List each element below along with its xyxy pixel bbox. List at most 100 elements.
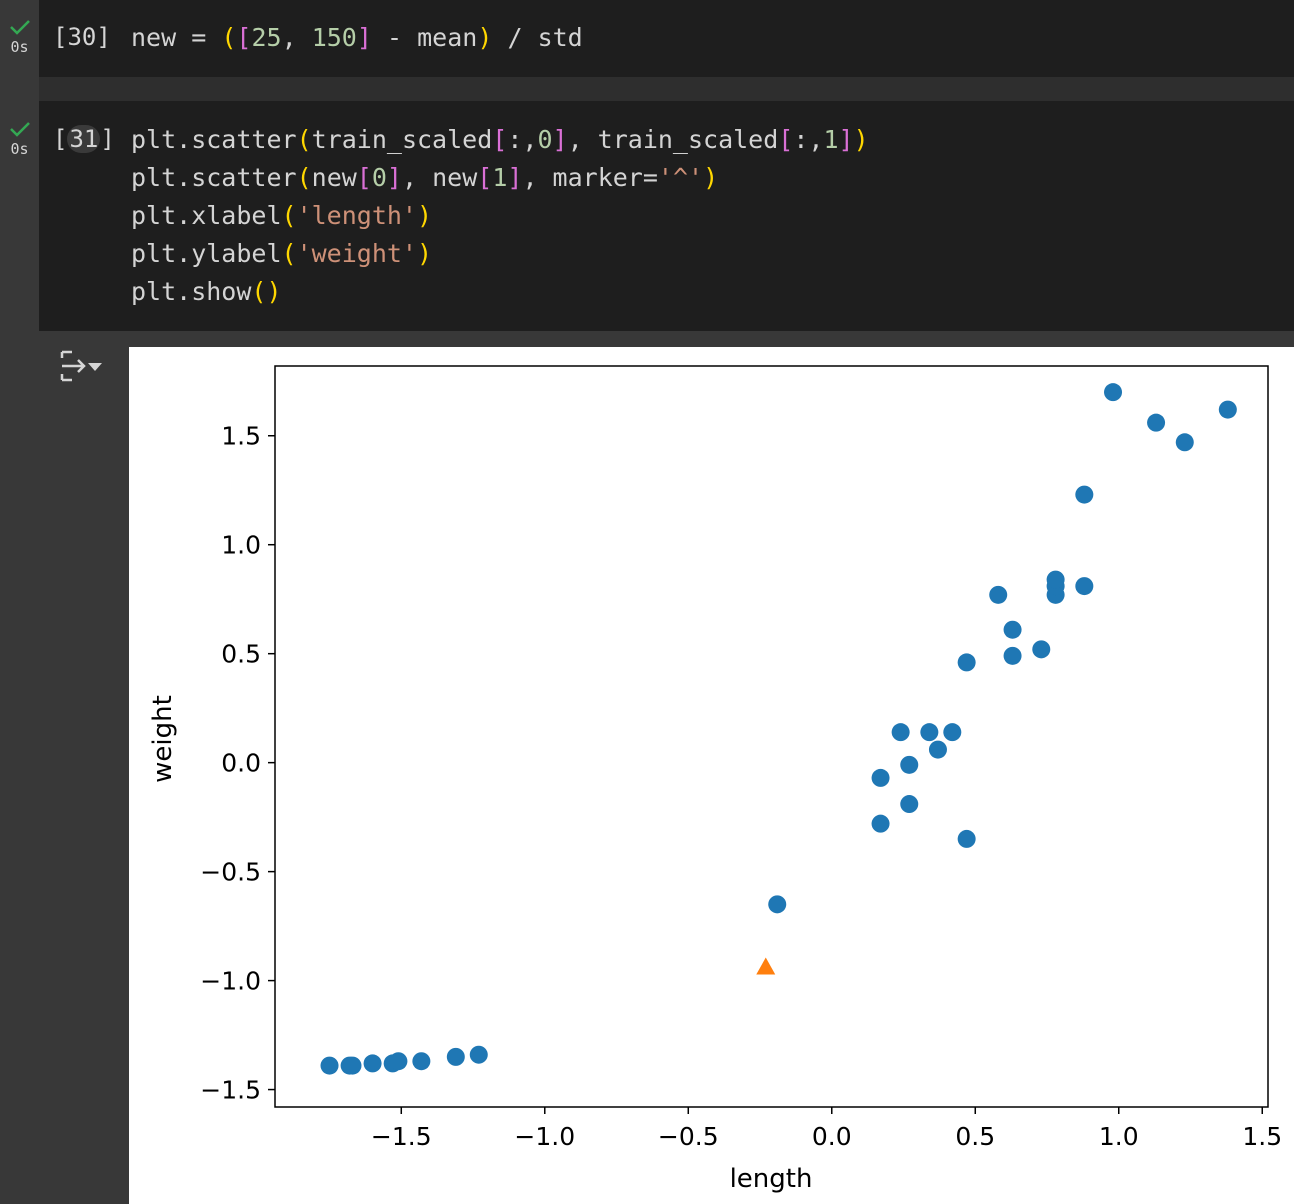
code-token: 'weight' [296,239,417,268]
cell-31-status: 0s [0,120,39,158]
cell-prompt[interactable]: [31] [53,121,115,157]
code-token: 0 [537,125,553,154]
x-tick-label: 0.5 [955,1122,995,1151]
code-line: plt.scatter(new[0], new[1], marker='^') [131,159,869,197]
y-tick-label: 1.5 [221,422,261,451]
cell-separator [39,77,1294,101]
scatter-point [1003,620,1022,639]
code-token: mean [417,23,478,52]
scatter-point [363,1054,382,1073]
exec-time: 0s [10,38,29,56]
code-token: train_scaled [311,125,493,154]
plot-frame [274,365,1269,1108]
collapse-output-icon[interactable] [58,346,104,386]
cell-gutter [0,0,39,1204]
scatter-point [989,585,1008,604]
code-token: plt.scatter [131,163,297,192]
scatter-point [1075,577,1094,596]
code-token: ) [853,125,869,154]
scatter-point [768,895,787,914]
x-tick-label: 0.0 [812,1122,852,1151]
code-token: = [191,23,207,52]
scatter-point [1046,570,1065,589]
scatter-point [891,723,910,742]
scatter-point [1175,433,1194,452]
scatter-point [446,1047,465,1066]
code-cell-31[interactable]: [31] plt.scatter(train_scaled[:,0], trai… [39,101,1294,331]
prompt-open: [ [53,125,68,153]
scatter-point [389,1052,408,1071]
scatter-point [1032,640,1051,659]
code-token: ] [386,163,402,192]
scatter-point [1003,646,1022,665]
y-axis: −1.5 −1.0 −0.5 0.0 0.5 1.0 1.5 [200,422,275,1105]
code-token: new [311,163,357,192]
code-editor[interactable]: plt.scatter(train_scaled[:,0], train_sca… [131,121,869,311]
y-tick-label: −0.5 [200,858,261,887]
y-tick-label: −1.5 [200,1076,261,1105]
scatter-point [943,723,962,742]
code-token: ) [477,23,493,52]
code-cell-30[interactable]: [30] new = ([25, 150] - mean) / std [39,0,1294,77]
code-token: '^' [657,163,704,192]
code-token: plt.scatter [131,125,297,154]
scatter-point [900,795,919,814]
scatter-point [1147,413,1166,432]
code-token: , new [401,163,478,192]
y-axis-label: weight [148,695,178,783]
success-check-icon [9,20,30,35]
code-text: plt.show() [131,277,282,306]
x-tick-label: 1.0 [1099,1122,1139,1151]
code-token: ( [296,125,312,154]
code-token: 25 [251,23,282,52]
code-line: plt.xlabel('length') [131,197,869,235]
scatter-point [871,768,890,787]
scatter-point [900,755,919,774]
y-tick-label: 0.5 [221,640,261,669]
code-token: [ [356,163,372,192]
y-tick-label: 0.0 [221,749,261,778]
code-token: / [507,23,523,52]
exec-time: 0s [10,140,29,158]
y-tick-label: 1.0 [221,531,261,560]
scatter-point [412,1052,431,1071]
code-token: [ [477,163,493,192]
code-token: 1 [492,163,508,192]
code-token: , [281,23,297,52]
code-token: ( [296,163,312,192]
scatter-point [957,653,976,672]
run-cell-button[interactable]: 31 [67,125,101,153]
y-tick-label: −1.0 [200,967,261,996]
code-token: ] [507,163,523,192]
code-token: ) [266,277,282,306]
scatter-point [1075,485,1094,504]
code-text: plt.scatter(new[0], new[1], marker='^') [131,163,718,192]
scatter-point [320,1056,339,1075]
code-token: ( [281,201,297,230]
prompt-close: ] [100,125,115,153]
code-token: plt.show [131,277,252,306]
code-token: std [537,23,583,52]
scatter-point [957,829,976,848]
code-token: 1 [823,125,839,154]
code-token: ( [221,23,237,52]
code-token: plt.ylabel [131,239,282,268]
code-editor[interactable]: new = ([25, 150] - mean) / std [131,19,583,57]
code-text: plt.xlabel('length') [131,201,432,230]
code-token: ) [417,239,433,268]
scatter-point [343,1056,362,1075]
code-text: plt.ylabel('weight') [131,239,432,268]
scatter-point [469,1045,488,1064]
code-line: plt.scatter(train_scaled[:,0], train_sca… [131,121,869,159]
code-token: ) [703,163,719,192]
code-token: ] [838,125,854,154]
code-token: ] [356,23,372,52]
scatter-point [871,814,890,833]
code-line: plt.show() [131,273,869,311]
code-token: - [386,23,403,52]
code-token: [ [778,125,794,154]
x-tick-label: −1.5 [371,1122,432,1151]
code-line: plt.ylabel('weight') [131,235,869,273]
code-token: 'length' [296,201,417,230]
code-token: , marker= [522,163,658,192]
